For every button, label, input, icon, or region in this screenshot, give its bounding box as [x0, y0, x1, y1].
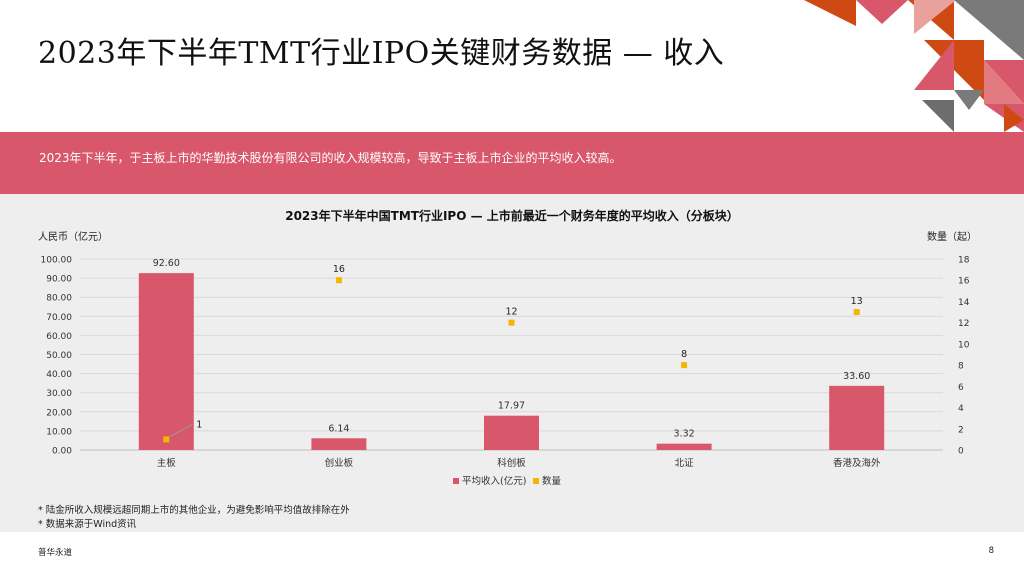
bar-value-label: 92.60: [153, 258, 180, 269]
count-value-label: 8: [681, 349, 687, 360]
count-value-label: 13: [851, 296, 863, 307]
page-number: 8: [988, 546, 994, 556]
count-value-label: 16: [333, 264, 345, 275]
legend-label-revenue: 平均收入(亿元): [462, 475, 526, 487]
y-axis-right-label: 数量（起）: [927, 232, 977, 243]
y-tick-left: 60.00: [46, 332, 72, 342]
bar: [311, 438, 367, 450]
x-tick-label: 北证: [675, 458, 695, 469]
y-tick-left: 90.00: [46, 275, 72, 285]
legend-swatch-count: [533, 478, 539, 484]
footer-brand: 普华永道: [38, 548, 73, 558]
y-tick-left: 40.00: [46, 370, 72, 380]
count-marker: [163, 436, 170, 443]
chart-title: 2023年下半年中国TMT行业IPO — 上市前最近一个财务年度的平均收入（分板…: [285, 209, 739, 223]
legend-label-count: 数量: [542, 475, 562, 487]
note-exclusion: * 陆金所收入规模远超同期上市的其他企业，为避免影响平均值故排除在外: [38, 505, 350, 516]
y-tick-right: 6: [958, 383, 964, 393]
y-tick-left: 80.00: [46, 294, 72, 304]
count-marker: [335, 277, 342, 284]
bar: [138, 273, 194, 450]
legend-swatch-revenue: [453, 478, 459, 484]
x-tick-label: 主板: [157, 457, 177, 469]
count-marker: [508, 319, 515, 326]
y-tick-left: 100.00: [41, 256, 73, 266]
y-tick-right: 18: [958, 256, 970, 266]
y-axis-left-label: 人民币（亿元）: [38, 232, 108, 243]
bar-value-label: 6.14: [328, 423, 349, 434]
y-tick-right: 14: [958, 298, 970, 308]
summary-text: 2023年下半年，于主板上市的华勤技术股份有限公司的收入规模较高，导致于主板上市…: [39, 151, 622, 165]
count-marker: [681, 362, 688, 369]
decorative-triangles: [804, 0, 1024, 132]
note-source: * 数据来源于Wind资讯: [38, 519, 137, 530]
count-value-label: 1: [196, 419, 202, 430]
page-title: 2023年下半年TMT行业IPO关键财务数据 — 收入: [38, 36, 725, 71]
bar: [484, 415, 539, 450]
y-tick-left: 20.00: [46, 408, 72, 418]
bar-value-label: 33.60: [843, 371, 870, 382]
count-value-label: 12: [505, 307, 517, 318]
x-tick-label: 香港及海外: [833, 457, 881, 469]
revenue-chart: 0.00 10.00 20.00 30.00 40.00 50.00 60.00 70.00 8…: [41, 256, 970, 488]
y-tick-right: 12: [958, 319, 969, 329]
y-tick-left: 30.00: [46, 389, 72, 399]
y-tick-right: 0: [958, 447, 964, 457]
bar-value-label: 17.97: [498, 401, 525, 412]
bar-value-label: 3.32: [674, 429, 695, 440]
bar: [656, 443, 712, 450]
y-tick-right: 4: [958, 404, 964, 414]
x-tick-label: 创业板: [325, 457, 354, 469]
bar: [829, 385, 885, 450]
x-tick-label: 科创板: [497, 457, 526, 469]
y-tick-right: 8: [958, 362, 964, 372]
y-tick-left: 50.00: [46, 351, 72, 361]
y-tick-left: 0.00: [52, 447, 72, 457]
y-tick-right: 16: [958, 277, 970, 287]
y-tick-right: 10: [958, 340, 970, 350]
label-leader-line: [170, 423, 193, 437]
count-marker: [853, 309, 860, 316]
y-tick-left: 70.00: [46, 313, 72, 323]
y-tick-left: 10.00: [46, 427, 72, 437]
summary-banner: [0, 132, 1024, 194]
y-tick-right: 2: [958, 425, 964, 435]
